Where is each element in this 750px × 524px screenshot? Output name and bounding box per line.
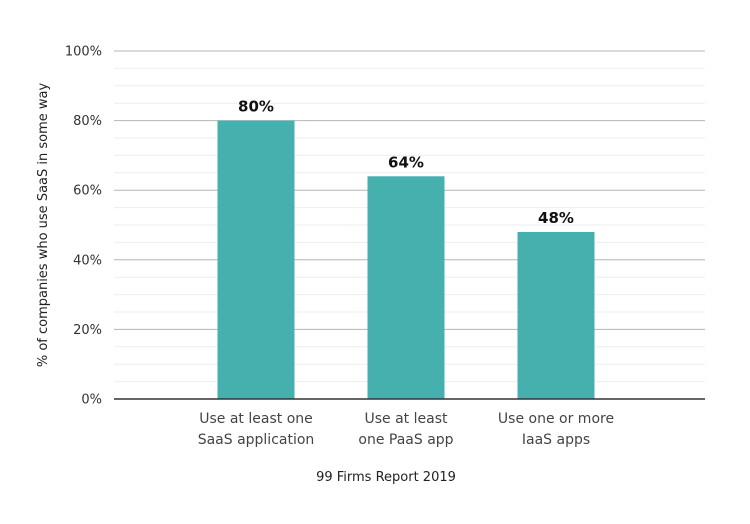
category-label: SaaS application [198, 432, 315, 448]
category-label: one PaaS app [358, 432, 453, 448]
y-tick-labels: 0% 20% 40% 60% 80% 100% [65, 45, 102, 408]
data-labels: 80% 64% 48% [238, 98, 574, 227]
y-tick-label: 0% [81, 393, 102, 408]
category-label: IaaS apps [522, 432, 590, 448]
category-label: Use at least one [199, 411, 313, 427]
bar [517, 231, 595, 399]
y-tick-label: 20% [73, 323, 102, 338]
data-label: 48% [538, 209, 574, 227]
category-label: Use at least [365, 411, 448, 427]
data-label: 80% [238, 98, 274, 116]
bar [367, 176, 445, 399]
y-tick-label: 80% [73, 114, 102, 129]
y-tick-label: 100% [65, 45, 102, 60]
y-tick-label: 60% [73, 184, 102, 199]
data-label: 64% [388, 153, 424, 171]
category-label: Use one or more [498, 411, 614, 427]
bar [217, 120, 295, 399]
x-axis-title: 99 Firms Report 2019 [316, 470, 456, 485]
category-labels: Use at least one SaaS application Use at l… [198, 411, 614, 448]
bars [217, 120, 595, 399]
y-axis-title: % of companies who use SaaS in some way [36, 83, 51, 368]
y-tick-label: 40% [73, 253, 102, 268]
